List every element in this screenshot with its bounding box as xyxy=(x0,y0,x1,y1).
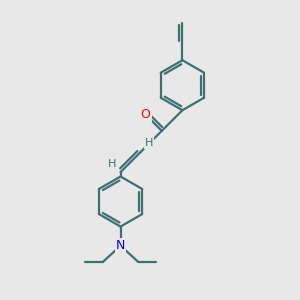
Text: H: H xyxy=(108,159,116,169)
Text: N: N xyxy=(116,239,125,252)
Text: H: H xyxy=(145,138,154,148)
Text: O: O xyxy=(141,108,151,121)
